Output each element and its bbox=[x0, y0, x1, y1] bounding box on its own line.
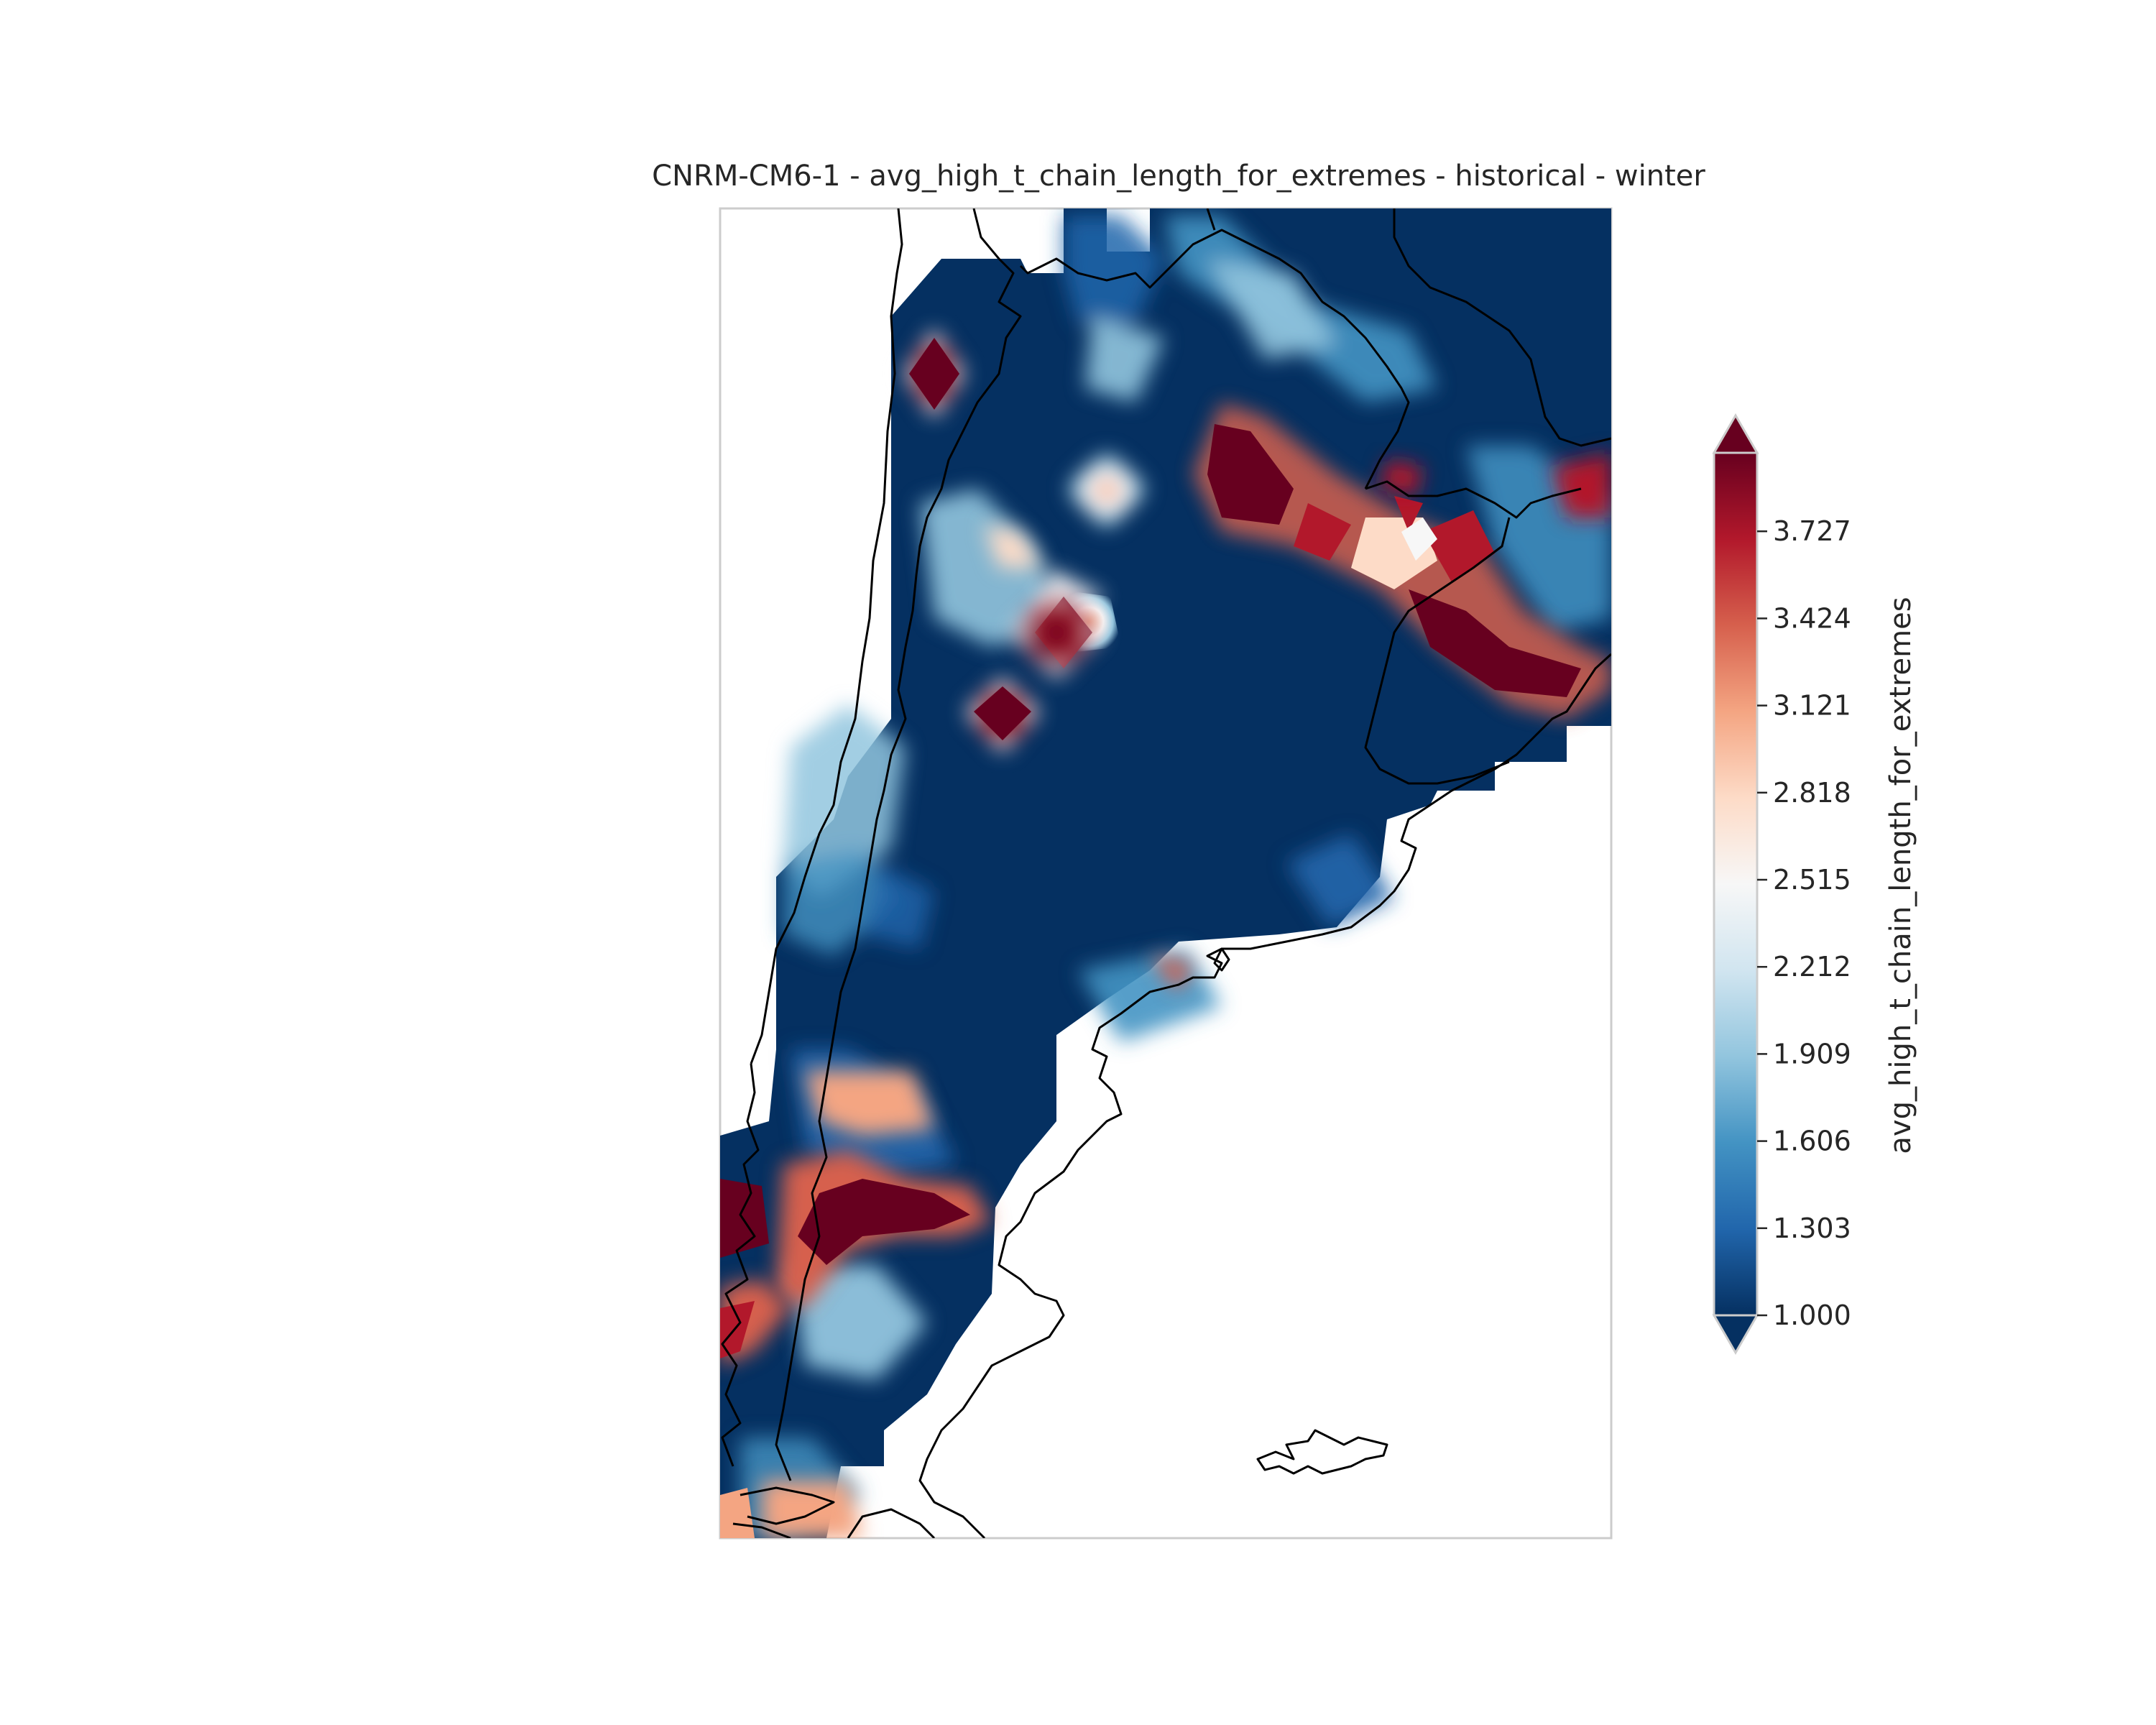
colorbar-tick-label: 2.212 bbox=[1773, 951, 1851, 983]
colorbar-gradient bbox=[1713, 451, 1759, 1317]
plot-title: CNRM-CM6-1 - avg_high_t_chain_length_for… bbox=[652, 160, 1705, 193]
map-content bbox=[720, 208, 1611, 1538]
colorbar-tick-label: 2.515 bbox=[1773, 864, 1851, 896]
colorbar-label: avg_high_t_chain_length_for_extremes bbox=[1884, 597, 1917, 1154]
colorbar-tick-label: 3.727 bbox=[1773, 515, 1851, 547]
colorbar: 1.000 1.303 1.606 1.909 2.212 2.515 2.818 3.121… bbox=[1712, 413, 1851, 1356]
hotspots bbox=[720, 327, 1611, 1538]
colorbar-tick-label: 1.606 bbox=[1773, 1126, 1851, 1157]
colorbar-tick-label: 1.909 bbox=[1773, 1038, 1851, 1070]
coastlines bbox=[721, 208, 1611, 1538]
colorbar-tick-label: 3.121 bbox=[1773, 690, 1851, 722]
colorbar-tick-label: 2.818 bbox=[1773, 777, 1851, 809]
colorbar-tick-label: 1.303 bbox=[1773, 1213, 1851, 1244]
colorbar-tick-label: 1.000 bbox=[1773, 1300, 1851, 1331]
colorbar-ticks: 1.000 1.303 1.606 1.909 2.212 2.515 2.818 3.121… bbox=[1757, 515, 1851, 1331]
colorbar-extend-high bbox=[1712, 413, 1759, 454]
colorbar-tick-label: 3.424 bbox=[1773, 602, 1851, 634]
colorbar-extend-low bbox=[1712, 1314, 1759, 1356]
